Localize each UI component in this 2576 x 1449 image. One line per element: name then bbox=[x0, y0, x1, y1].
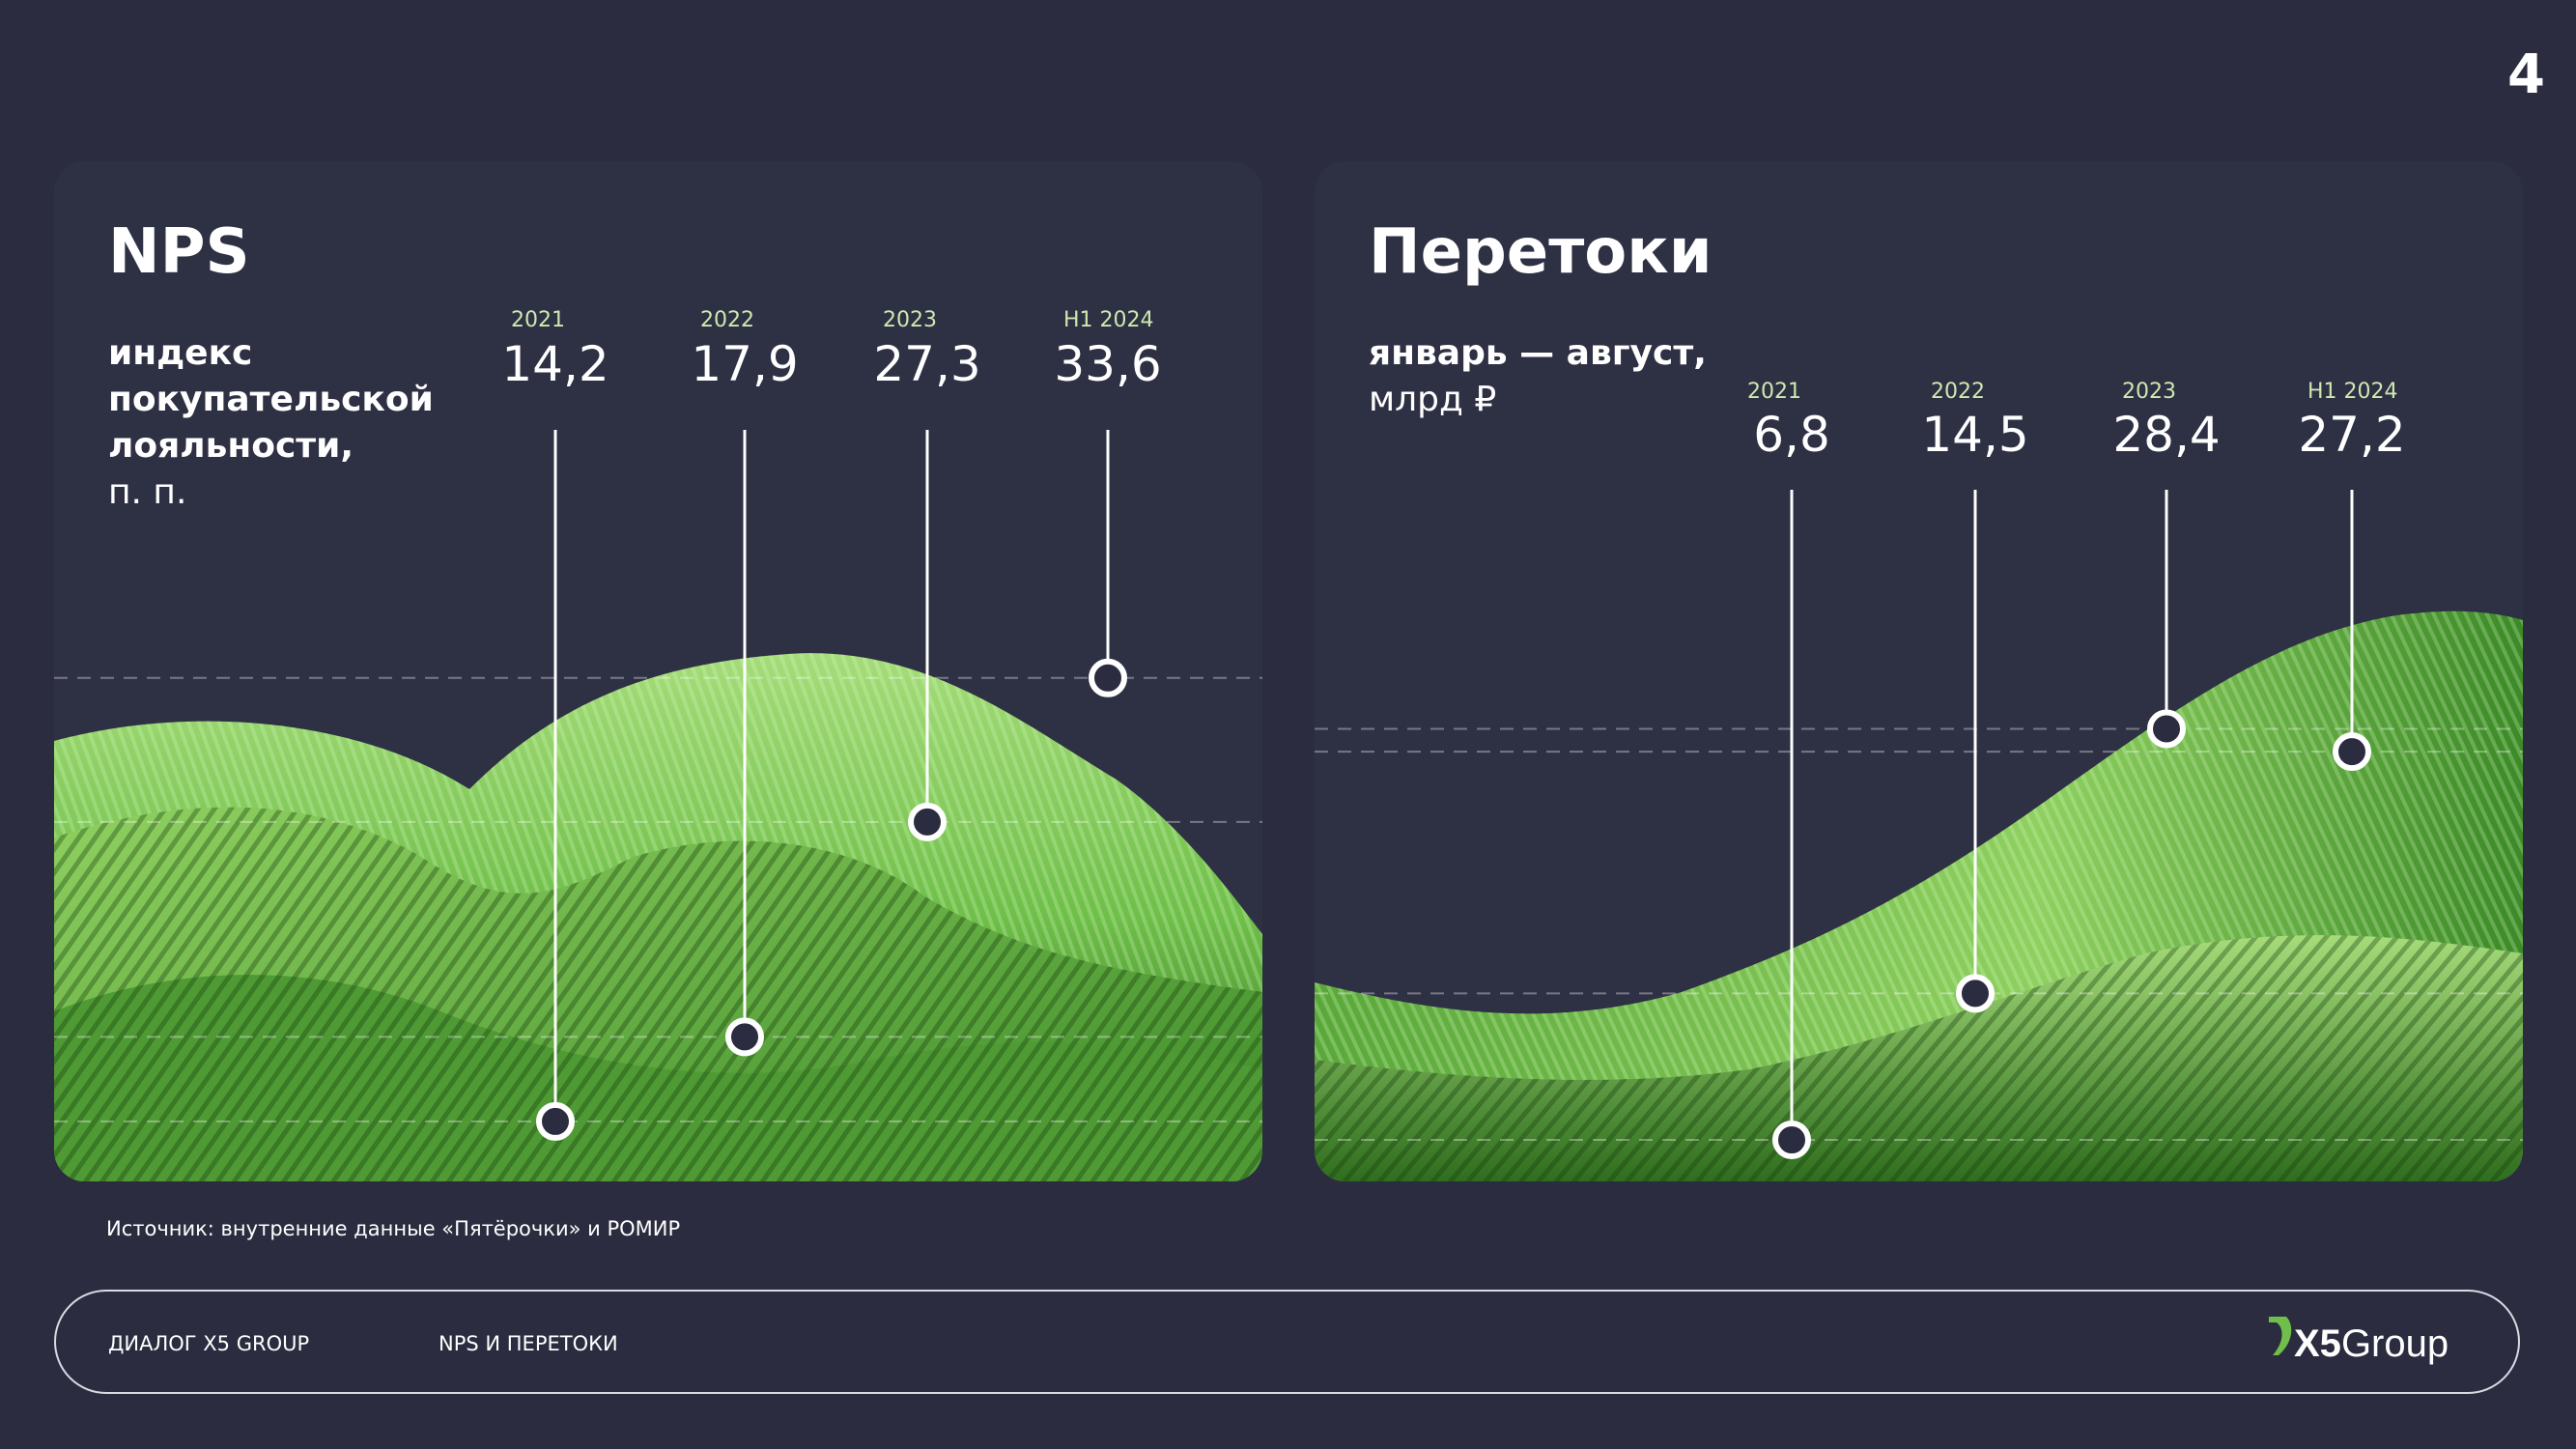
flows-data-point bbox=[1772, 1121, 1811, 1160]
flows-chart-subtitle: январь — август, млрд ₽ bbox=[1369, 330, 1716, 423]
footer-topic-link[interactable]: NPS И ПЕРЕТОКИ bbox=[439, 1332, 618, 1355]
nps-data-point bbox=[536, 1101, 575, 1141]
flows-unit: млрд ₽ bbox=[1369, 380, 1497, 419]
nps-chart-title: NPS bbox=[108, 216, 250, 288]
flows-year-label: 2021 bbox=[1747, 380, 1801, 404]
nps-chart-card: NPS индекс покупательской лояльности, п.… bbox=[54, 161, 1262, 1181]
flows-chart-card: Перетоки январь — август, млрд ₽ 2021 6,8… bbox=[1315, 161, 2523, 1181]
flows-year-label: H1 2024 bbox=[2307, 380, 2398, 404]
nps-gridlines bbox=[54, 676, 1262, 1122]
logo-text: X5Group bbox=[2294, 1324, 2449, 1363]
nps-data-point bbox=[908, 802, 947, 841]
x5-group-logo: X5Group bbox=[2265, 1313, 2468, 1375]
nps-year-label: H1 2024 bbox=[1063, 308, 1154, 332]
flows-value-label: 6,8 bbox=[1753, 407, 1830, 463]
flows-chart-title: Перетоки bbox=[1369, 216, 1713, 288]
nps-value-label: 33,6 bbox=[1054, 336, 1162, 392]
flows-year-label: 2022 bbox=[1931, 380, 1985, 404]
flows-value-label: 28,4 bbox=[2112, 407, 2221, 463]
logo-text-regular: Group bbox=[2340, 1322, 2449, 1365]
nps-value-label: 14,2 bbox=[501, 336, 609, 392]
nps-data-point bbox=[725, 1017, 764, 1057]
flows-year-label: 2023 bbox=[2122, 380, 2176, 404]
flows-chart bbox=[1315, 490, 2523, 1181]
page-number: 4 bbox=[2507, 43, 2545, 106]
flows-value-label: 27,2 bbox=[2298, 407, 2406, 463]
footer-bar: ДИАЛОГ X5 GROUP NPS И ПЕРЕТОКИ X5Group bbox=[54, 1290, 2520, 1394]
nps-unit: п. п. bbox=[108, 472, 187, 512]
nps-subtitle-line: индекс bbox=[108, 333, 253, 373]
logo-text-bold: X5 bbox=[2294, 1322, 2341, 1365]
nps-year-label: 2021 bbox=[511, 308, 565, 332]
nps-value-label: 17,9 bbox=[691, 336, 799, 392]
flows-gridlines bbox=[1315, 727, 2523, 1142]
flows-data-point bbox=[1956, 974, 1995, 1013]
nps-data-point bbox=[1089, 658, 1127, 697]
flows-data-point bbox=[2333, 732, 2371, 772]
nps-subtitle-line: покупательской bbox=[108, 380, 434, 419]
nps-subtitle-line: лояльности, bbox=[108, 426, 354, 466]
nps-year-label: 2023 bbox=[883, 308, 937, 332]
nps-value-label: 27,3 bbox=[873, 336, 981, 392]
nps-marks bbox=[536, 430, 1127, 1141]
footer-section-link[interactable]: ДИАЛОГ X5 GROUP bbox=[108, 1332, 310, 1355]
flows-subtitle-line: январь — август, bbox=[1369, 333, 1707, 373]
flows-data-point bbox=[2147, 709, 2186, 749]
nps-year-label: 2022 bbox=[700, 308, 754, 332]
flows-value-label: 14,5 bbox=[1921, 407, 2029, 463]
x5-leaf-icon bbox=[2269, 1317, 2292, 1355]
nps-chart bbox=[54, 430, 1262, 1181]
flows-marks bbox=[1772, 490, 2371, 1160]
source-note: Источник: внутренние данные «Пятёрочки» … bbox=[106, 1217, 681, 1240]
nps-chart-subtitle: индекс покупательской лояльности, п. п. bbox=[108, 330, 456, 516]
